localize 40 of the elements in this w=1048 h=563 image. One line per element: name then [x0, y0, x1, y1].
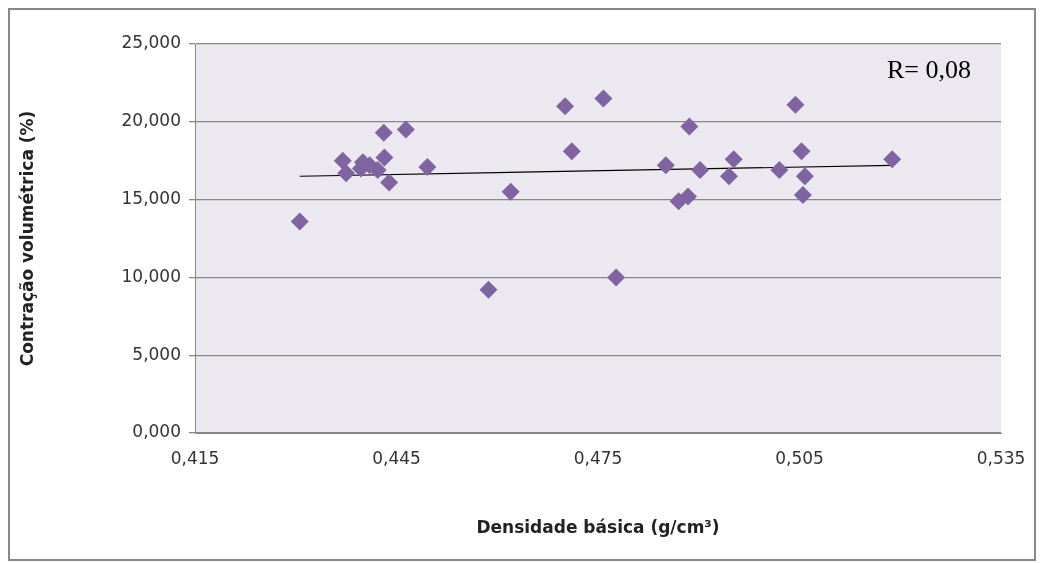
x-tick-label: 0,535 [976, 447, 1026, 468]
point [679, 187, 697, 206]
point [290, 212, 309, 231]
point [374, 123, 393, 142]
annotation: R= 0,08 [886, 54, 971, 84]
x-tick-label: 0,415 [170, 447, 220, 468]
point [680, 117, 699, 136]
point [724, 150, 743, 169]
point [501, 182, 520, 201]
point [396, 120, 415, 139]
x-axis-title: Densidade básica (g/cm³) [476, 517, 720, 538]
point [786, 95, 805, 114]
y-axis-title: Contração volumétrica (%) [16, 110, 37, 367]
y-tick-label: 5,000 [132, 343, 181, 364]
point [333, 151, 352, 170]
x-tick-label: 0,505 [775, 447, 824, 468]
point [691, 161, 710, 180]
y-tick-label: 0,000 [132, 421, 181, 442]
x-tick-label: 0,475 [573, 447, 623, 468]
y-tick-label: 10,000 [121, 265, 181, 286]
x-tick-label: 0,445 [372, 447, 421, 468]
y-tick-label: 20,000 [121, 110, 181, 131]
point [656, 156, 675, 175]
point [770, 161, 789, 180]
point [556, 97, 575, 116]
point [479, 280, 498, 299]
y-tick-label: 25,000 [121, 32, 181, 53]
y-tick-label: 15,000 [121, 188, 181, 209]
point [562, 142, 581, 161]
point [719, 167, 738, 186]
point [793, 185, 812, 204]
point [418, 157, 437, 176]
point [380, 173, 399, 192]
point [607, 268, 626, 287]
point [337, 164, 356, 183]
point [795, 167, 814, 186]
point [594, 89, 613, 108]
point [883, 150, 902, 169]
point [375, 148, 394, 167]
point [792, 142, 811, 161]
